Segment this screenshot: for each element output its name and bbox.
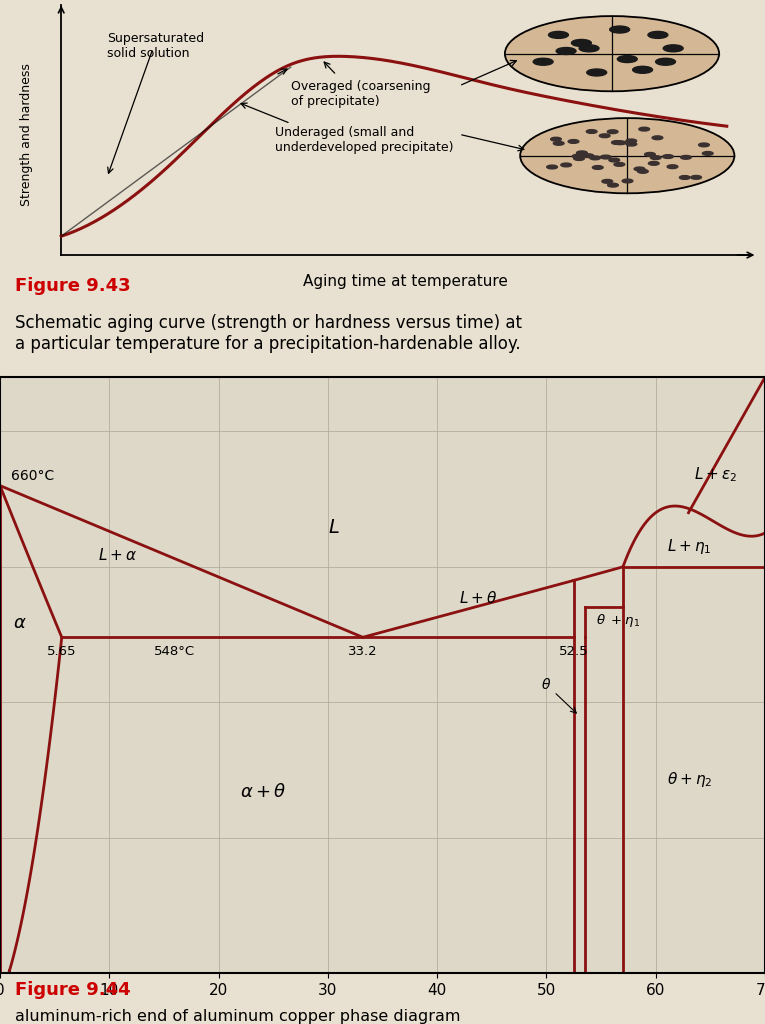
Circle shape — [639, 127, 649, 131]
Circle shape — [614, 163, 625, 166]
Text: 548°C: 548°C — [155, 645, 195, 658]
Text: $\theta + \eta_2$: $\theta + \eta_2$ — [666, 770, 712, 788]
Circle shape — [586, 130, 597, 133]
Text: 5.65: 5.65 — [47, 645, 76, 658]
Text: Schematic aging curve (strength or hardness versus time) at
a particular tempera: Schematic aging curve (strength or hardn… — [15, 314, 522, 353]
Text: aluminum-rich end of aluminum copper phase diagram: aluminum-rich end of aluminum copper pha… — [15, 1009, 461, 1024]
Circle shape — [556, 47, 576, 54]
Circle shape — [698, 143, 709, 146]
Circle shape — [583, 154, 594, 158]
Circle shape — [571, 40, 591, 46]
Text: Figure 9.44: Figure 9.44 — [15, 981, 131, 998]
Text: $L + \theta$: $L + \theta$ — [459, 591, 497, 606]
Text: Supersaturated
solid solution: Supersaturated solid solution — [107, 32, 204, 60]
Circle shape — [656, 58, 675, 66]
Circle shape — [561, 163, 571, 167]
Circle shape — [568, 139, 579, 143]
Circle shape — [551, 137, 562, 141]
Circle shape — [579, 45, 599, 52]
Circle shape — [662, 155, 673, 159]
Text: $\theta$: $\theta$ — [541, 677, 576, 713]
Circle shape — [649, 162, 659, 165]
Text: Aging time at temperature: Aging time at temperature — [303, 273, 508, 289]
Circle shape — [610, 26, 630, 33]
Circle shape — [615, 141, 626, 144]
Circle shape — [599, 134, 610, 137]
Circle shape — [590, 156, 601, 160]
Circle shape — [607, 130, 618, 133]
Circle shape — [645, 153, 656, 157]
Circle shape — [626, 142, 636, 146]
Text: 33.2: 33.2 — [348, 645, 378, 658]
Circle shape — [634, 167, 645, 171]
Circle shape — [592, 166, 603, 169]
Circle shape — [609, 158, 620, 162]
Text: $L$: $L$ — [328, 518, 340, 537]
Circle shape — [626, 139, 636, 142]
Text: 52.5: 52.5 — [559, 645, 588, 658]
Text: $L + \alpha$: $L + \alpha$ — [99, 547, 138, 563]
Circle shape — [679, 175, 690, 179]
Text: $\alpha + \theta$: $\alpha + \theta$ — [240, 783, 287, 801]
Circle shape — [637, 169, 648, 173]
Text: $\alpha$: $\alpha$ — [13, 613, 27, 632]
Text: Overaged (coarsening
of precipitate): Overaged (coarsening of precipitate) — [291, 80, 430, 108]
Text: $L + \varepsilon_2$: $L + \varepsilon_2$ — [694, 465, 737, 483]
Circle shape — [681, 156, 692, 159]
Circle shape — [547, 165, 558, 169]
Circle shape — [587, 69, 607, 76]
Text: Strength and hardness: Strength and hardness — [21, 62, 33, 206]
Circle shape — [577, 151, 588, 155]
Circle shape — [607, 183, 618, 187]
Circle shape — [617, 55, 637, 62]
Text: $\theta\ +\eta_1$: $\theta\ +\eta_1$ — [596, 611, 640, 629]
Circle shape — [663, 45, 683, 52]
Circle shape — [601, 156, 611, 159]
Circle shape — [520, 118, 734, 194]
Circle shape — [553, 141, 564, 145]
Circle shape — [611, 140, 622, 144]
Circle shape — [602, 179, 613, 183]
Circle shape — [622, 179, 633, 183]
Circle shape — [691, 175, 702, 179]
Circle shape — [667, 165, 678, 169]
Circle shape — [702, 152, 713, 156]
Text: Underaged (small and
underdeveloped precipitate): Underaged (small and underdeveloped prec… — [275, 126, 454, 154]
Circle shape — [549, 32, 568, 38]
Circle shape — [648, 32, 668, 38]
Circle shape — [652, 136, 662, 139]
Circle shape — [572, 155, 583, 158]
Text: 660°C: 660°C — [11, 469, 54, 483]
Text: $L + \eta_1$: $L + \eta_1$ — [666, 537, 711, 556]
Circle shape — [633, 67, 653, 74]
Circle shape — [533, 58, 553, 66]
Circle shape — [650, 156, 661, 160]
Text: Figure 9.43: Figure 9.43 — [15, 278, 131, 295]
Circle shape — [505, 16, 719, 91]
Circle shape — [574, 157, 584, 161]
